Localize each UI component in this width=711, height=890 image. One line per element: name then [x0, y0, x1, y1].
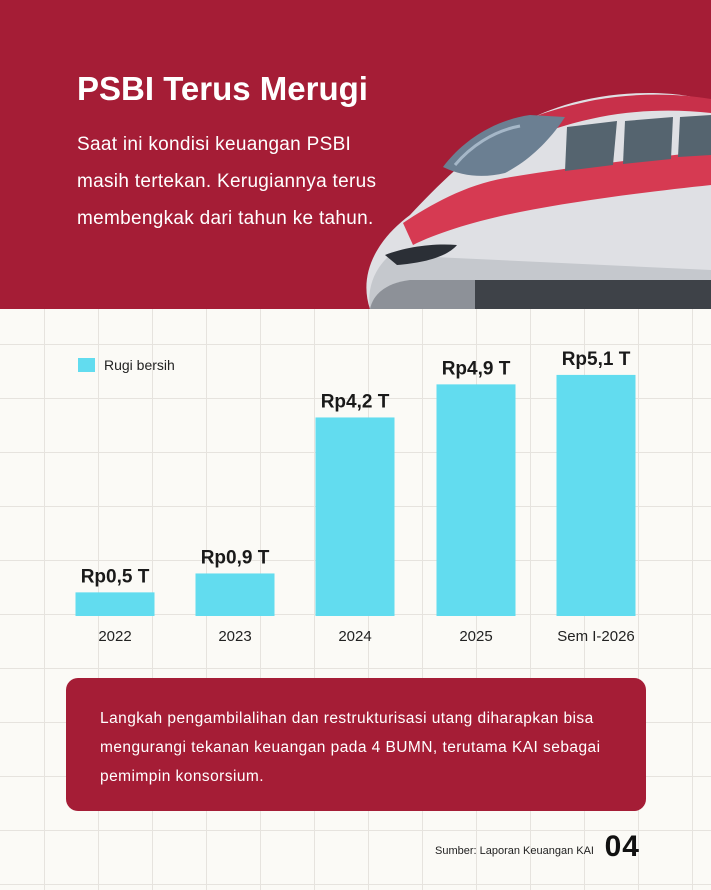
bar-2023: [195, 573, 275, 616]
x-tick-label: 2024: [338, 628, 371, 645]
chart-legend: Rugi bersih: [78, 356, 175, 374]
bar-2024: [315, 417, 395, 616]
legend-label: Rugi bersih: [104, 357, 175, 373]
x-tick-label: 2022: [98, 628, 131, 645]
bar-2022: [75, 592, 155, 616]
source-note: Sumber: Laporan Keuangan KAI: [434, 845, 594, 857]
x-tick-label: 2023: [218, 628, 251, 645]
data-label: Rp0,5 T: [81, 566, 150, 587]
data-label: Rp4,9 T: [442, 358, 511, 379]
x-tick-label: Sem I-2026: [557, 628, 635, 645]
x-tick-label: 2025: [459, 628, 492, 645]
page-number: 04: [604, 830, 640, 863]
page-title: PSBI Terus Merugi: [77, 70, 368, 107]
data-label: Rp5,1 T: [562, 349, 631, 370]
bar-sem-i-2026: [556, 374, 636, 616]
data-label: Rp0,9 T: [201, 547, 270, 568]
legend-swatch: [78, 358, 95, 372]
train-image: [366, 92, 711, 309]
header-banner: PSBI Terus Merugi Saat ini kondisi keuan…: [0, 0, 711, 309]
bar-2025: [436, 384, 516, 616]
info-text: Langkah pengambilalihan dan restrukturis…: [100, 710, 601, 785]
info-box: Langkah pengambilalihan dan restrukturis…: [66, 678, 646, 811]
bar-chart: Rp0,5 T 2022 Rp0,9 T 2023 Rp4,2 T 2024 Rp4,9 T…: [75, 349, 636, 645]
page-subtitle: Saat ini kondisi keuangan PSBI masih ter…: [77, 134, 377, 229]
data-label: Rp4,2 T: [321, 391, 390, 412]
